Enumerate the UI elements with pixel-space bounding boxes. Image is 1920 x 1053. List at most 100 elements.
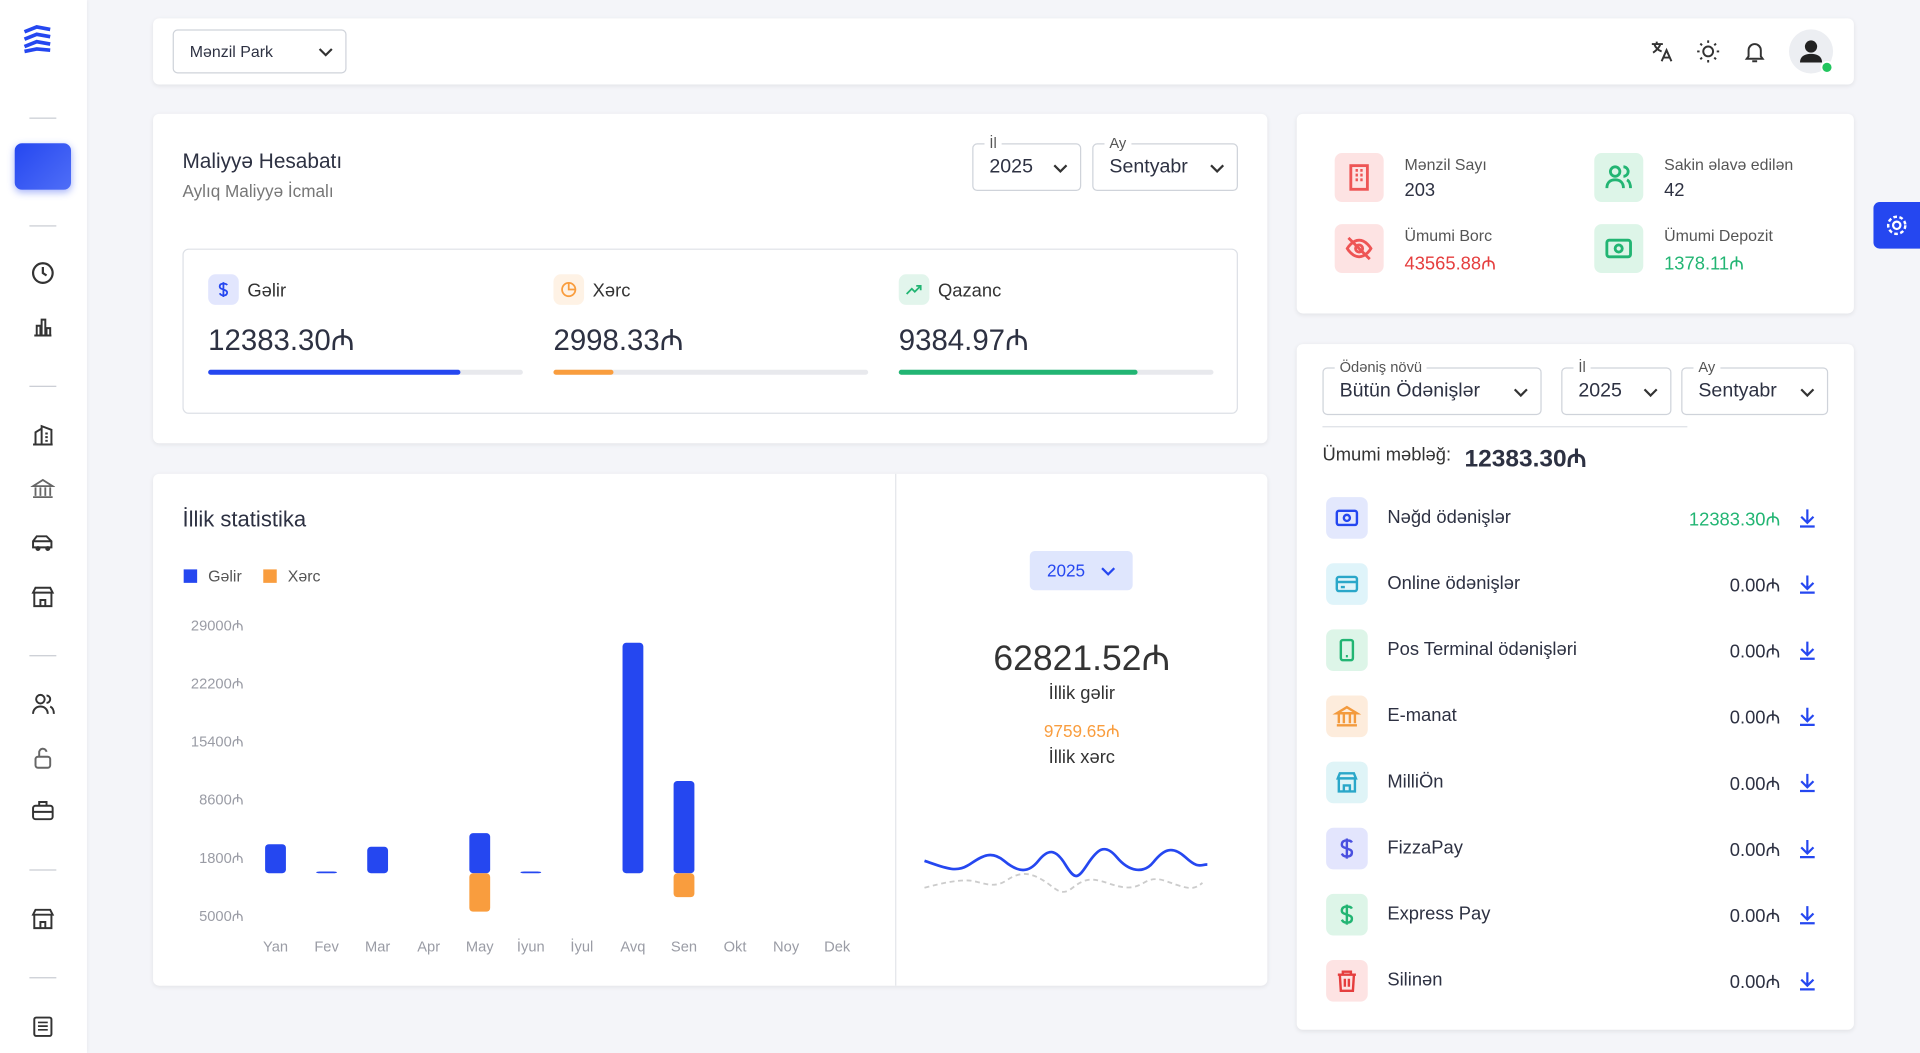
payment-amount: 0.00₼ <box>1729 840 1781 861</box>
x-tick-label: Yan <box>263 939 288 955</box>
payment-year-select[interactable]: İl 2025 <box>1561 358 1672 416</box>
year-pill[interactable]: 2025 <box>1029 551 1133 591</box>
payment-amount: 0.00₼ <box>1729 641 1781 663</box>
theme-button[interactable] <box>1696 39 1720 63</box>
bar <box>469 833 491 874</box>
stat-icon <box>1334 153 1384 203</box>
notifications-button[interactable] <box>1742 39 1766 63</box>
stat-icon <box>1594 224 1644 274</box>
bar <box>622 642 644 874</box>
card-icon <box>208 274 239 305</box>
card-amount: 2998.33₼ <box>553 324 684 358</box>
bar <box>469 873 491 912</box>
payment-name: Online ödənişlər <box>1387 573 1521 594</box>
report-title: Maliyyə Hesabatı <box>182 149 343 173</box>
payment-type-select[interactable]: Ödəniş növü Bütün Ödənişlər <box>1322 358 1542 416</box>
nav-market[interactable] <box>31 906 55 930</box>
annual-card: İllik statistika 5000₼ 1800₼ 8600₼ 15400₼ 22… <box>153 473 1268 986</box>
payment-icon <box>1326 827 1368 870</box>
progress-track <box>553 369 869 375</box>
legend-label: Gəlir <box>208 569 242 586</box>
legend-label: Xərc <box>288 569 321 586</box>
select-value: 2025 <box>1578 380 1622 402</box>
payment-icon <box>1326 695 1368 738</box>
select-label: Ay <box>1693 358 1721 376</box>
stat-icon <box>1594 153 1644 203</box>
chart-title: İllik statistika <box>182 506 307 532</box>
progress-fill <box>208 369 460 375</box>
payment-name: Silinən <box>1387 969 1443 991</box>
bar <box>520 871 542 874</box>
payment-icon <box>1326 761 1368 804</box>
payment-month-select[interactable]: Ay Sentyabr <box>1681 358 1829 416</box>
x-tick-label: Dek <box>824 939 851 955</box>
card-amount: 9384.97₼ <box>898 324 1029 358</box>
settings-button[interactable] <box>1873 202 1920 249</box>
select-value: 2025 <box>989 156 1033 177</box>
payments-card: Ödəniş növü Bütün Ödənişlər İl 2025 Ay S… <box>1296 344 1854 1030</box>
x-tick-label: Avq <box>620 939 645 955</box>
translate-button[interactable] <box>1649 39 1673 63</box>
stat-label: Mənzil Sayı <box>1404 155 1487 174</box>
pill-value: 2025 <box>1046 560 1086 581</box>
nav-stats[interactable] <box>31 315 55 339</box>
summary-box: Gəlir 12383.30₼ Xərc 2998.33₼ Qazanc 9384.97₼ <box>182 248 1238 414</box>
card-amount: 12383.30₼ <box>208 324 355 358</box>
download-button[interactable] <box>1798 639 1818 661</box>
select-label: Ödəniş növü <box>1334 358 1428 376</box>
select-label: İl <box>1573 358 1591 376</box>
nav-stores[interactable] <box>31 584 55 608</box>
nav-services[interactable] <box>31 798 55 822</box>
select-value: Mənzil Park <box>189 42 273 61</box>
nav-history[interactable] <box>31 261 55 285</box>
bar <box>673 781 695 874</box>
logo[interactable] <box>22 24 53 54</box>
year-select[interactable]: İl 2025 <box>972 134 1082 192</box>
nav-buildings[interactable] <box>31 422 55 446</box>
nav-institutions[interactable] <box>30 476 56 500</box>
sidebar <box>0 0 87 1053</box>
nav-docs[interactable] <box>31 1014 55 1038</box>
month-select[interactable]: Ay Sentyabr <box>1092 134 1238 192</box>
y-tick-label: 1800₼ <box>199 851 244 867</box>
payment-icon <box>1326 629 1368 672</box>
download-button[interactable] <box>1798 573 1818 595</box>
select-value: Sentyabr <box>1698 380 1777 402</box>
building-select[interactable]: Mənzil Park <box>172 29 347 74</box>
download-button[interactable] <box>1798 838 1818 860</box>
payment-amount: 0.00₼ <box>1729 972 1781 994</box>
x-tick-label: Noy <box>773 939 800 955</box>
payment-amount: 12383.30₼ <box>1688 509 1781 531</box>
annual-expense-label: İllik xərc <box>1048 746 1115 768</box>
download-button[interactable] <box>1798 705 1818 727</box>
select-label: Ay <box>1104 134 1132 152</box>
download-button[interactable] <box>1798 507 1818 529</box>
card-label: Xərc <box>592 280 631 302</box>
payment-icon <box>1326 893 1368 936</box>
payment-amount: 0.00₼ <box>1729 575 1781 597</box>
nav-access[interactable] <box>31 746 55 770</box>
payment-name: FizzaPay <box>1387 837 1463 859</box>
download-button[interactable] <box>1798 904 1818 926</box>
nav-residents[interactable] <box>31 692 55 716</box>
card-icon <box>553 274 585 305</box>
download-button[interactable] <box>1798 771 1818 793</box>
card-icon <box>898 274 930 305</box>
stat-label: Sakin əlavə edilən <box>1664 155 1794 174</box>
separator <box>1322 426 1688 428</box>
download-button[interactable] <box>1798 970 1818 992</box>
annual-income: 62821.52₼ <box>993 639 1171 679</box>
y-tick-label: 29000₼ <box>191 619 244 635</box>
top-bar: Mənzil Park <box>153 18 1854 85</box>
payment-name: Pos Terminal ödənişləri <box>1387 639 1577 661</box>
x-tick-label: Apr <box>417 939 440 955</box>
total-amount: 12383.30₼ <box>1464 445 1587 473</box>
nav-dashboard[interactable] <box>14 143 72 190</box>
legend-swatch <box>183 569 198 583</box>
nav-vehicles[interactable] <box>31 530 55 554</box>
user-avatar[interactable] <box>1788 28 1837 77</box>
divider <box>895 473 897 986</box>
report-card: Maliyyə Hesabatı Aylıq Maliyyə İcmalı İl… <box>153 113 1268 444</box>
